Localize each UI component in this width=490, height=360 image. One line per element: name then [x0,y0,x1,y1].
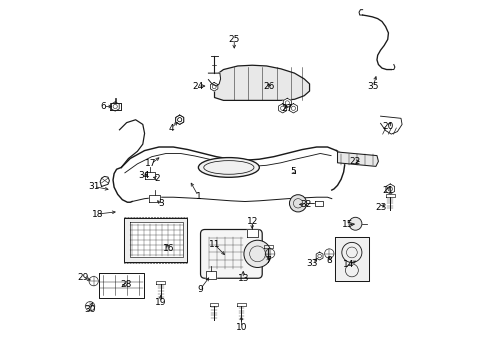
Polygon shape [386,194,394,197]
Polygon shape [205,271,216,279]
Circle shape [244,240,271,267]
Text: 21: 21 [382,185,393,194]
Polygon shape [210,303,219,306]
Ellipse shape [198,158,259,177]
Text: 13: 13 [238,274,249,283]
Text: 9: 9 [197,285,203,294]
Circle shape [324,249,334,258]
Text: 8: 8 [326,256,332,265]
Text: 25: 25 [228,35,240,44]
Text: 31: 31 [88,182,99,191]
Polygon shape [279,104,287,113]
Text: 22: 22 [350,157,361,166]
Text: 7: 7 [266,256,271,265]
Text: 4: 4 [169,123,174,132]
Polygon shape [111,103,122,110]
Text: 6: 6 [100,102,106,111]
Text: 23: 23 [375,203,386,212]
Polygon shape [247,229,258,237]
Polygon shape [215,65,310,100]
Text: 12: 12 [246,217,258,226]
Text: 17: 17 [146,159,157,168]
Polygon shape [210,82,218,91]
Text: 20: 20 [383,122,394,131]
Circle shape [266,249,275,258]
Polygon shape [176,115,184,125]
FancyBboxPatch shape [200,229,262,278]
Polygon shape [208,73,220,86]
Text: 16: 16 [163,244,175,253]
Polygon shape [176,115,184,125]
Text: 26: 26 [264,82,275,91]
Polygon shape [381,116,402,134]
Polygon shape [145,172,155,179]
Circle shape [290,195,307,212]
Text: 19: 19 [155,298,167,307]
Text: 15: 15 [342,220,353,229]
Polygon shape [264,245,272,248]
Polygon shape [111,102,119,111]
Circle shape [89,276,98,286]
Circle shape [85,302,95,311]
Polygon shape [316,252,323,260]
Text: 11: 11 [209,240,221,249]
Text: 30: 30 [84,305,96,314]
Text: 27: 27 [282,104,293,113]
Text: 10: 10 [236,323,247,332]
Text: 2: 2 [154,174,160,183]
Polygon shape [124,218,187,262]
Text: 1: 1 [196,192,201,201]
Text: 35: 35 [368,82,379,91]
Circle shape [349,217,362,230]
Polygon shape [129,222,183,257]
Polygon shape [315,201,323,206]
Polygon shape [283,98,292,108]
Polygon shape [100,176,109,186]
Polygon shape [386,184,394,194]
Text: 34: 34 [138,171,149,180]
Polygon shape [98,273,144,298]
Text: 33: 33 [307,259,318,268]
Polygon shape [338,152,378,166]
Text: 24: 24 [192,82,203,91]
Text: 32: 32 [300,200,312,209]
Text: 18: 18 [92,210,103,219]
Polygon shape [237,303,245,306]
Polygon shape [335,237,368,281]
Polygon shape [290,104,297,113]
Polygon shape [156,281,165,284]
Text: 28: 28 [120,280,132,289]
Text: 3: 3 [158,199,164,208]
Text: 29: 29 [77,273,89,282]
Text: 5: 5 [291,167,296,176]
Text: 14: 14 [343,260,355,269]
Polygon shape [149,195,160,202]
Polygon shape [110,103,121,110]
